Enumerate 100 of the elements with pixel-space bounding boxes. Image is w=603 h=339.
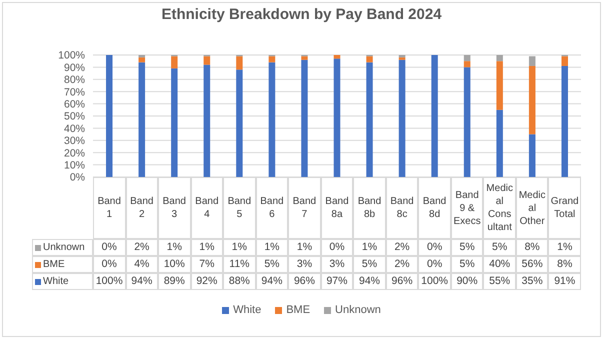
data-label: 1%: [256, 239, 288, 256]
y-tick-label: 40%: [64, 122, 85, 135]
x-tick-label: Band 8b: [353, 177, 386, 239]
data-label: 2%: [386, 239, 418, 256]
bar: [398, 60, 406, 177]
data-label: 5%: [450, 256, 484, 273]
y-tick-label: 50%: [64, 110, 85, 123]
y-tick-label: 10%: [64, 160, 85, 172]
bar: [366, 62, 373, 177]
bar: [236, 56, 243, 70]
x-tick-label: Band 1: [93, 177, 126, 239]
data-label: 5%: [450, 239, 484, 256]
bar: [366, 56, 373, 62]
data-label: 0%: [93, 256, 126, 273]
data-label: 100%: [418, 273, 451, 290]
data-label: 0%: [93, 239, 126, 256]
data-label: 1%: [223, 239, 256, 256]
bar: [496, 55, 503, 62]
text: Unknown: [335, 304, 381, 316]
bar: [496, 61, 503, 110]
y-tick-label: 80%: [64, 74, 85, 86]
data-label: 94%: [256, 273, 288, 290]
bar: [301, 60, 308, 177]
bar: [106, 55, 113, 177]
legend-label: BME: [43, 259, 65, 270]
chart-title: Ethnicity Breakdown by Pay Band 2024: [160, 6, 443, 23]
y-tick-label: 90%: [64, 62, 85, 74]
data-label: 94%: [126, 273, 158, 290]
bar: [431, 55, 438, 177]
data-label: 56%: [516, 256, 548, 273]
bar: [561, 56, 568, 66]
data-label: 10%: [158, 256, 191, 273]
data-label: 3%: [320, 256, 354, 273]
bar: [204, 64, 210, 177]
bar: [464, 67, 470, 177]
data-label: 96%: [288, 273, 321, 290]
y-tick-label: 30%: [64, 135, 85, 148]
bar: [528, 66, 536, 134]
x-tick-label: Grand Total: [548, 177, 581, 239]
x-tick-label: Band 8d: [418, 177, 451, 239]
data-label: 100%: [93, 273, 126, 290]
data-label: 92%: [190, 273, 224, 290]
data-label: 1%: [353, 239, 386, 256]
legend-label: Unknown: [43, 242, 85, 253]
bar: [528, 56, 536, 66]
y-tick-label: 60%: [64, 98, 85, 111]
data-label: 96%: [386, 273, 418, 290]
bar: [268, 62, 276, 177]
bar: [398, 57, 406, 60]
y-tick-label: 0%: [70, 172, 85, 184]
y-tick-label: 100%: [58, 50, 85, 62]
bar: [334, 58, 340, 177]
text: White: [233, 304, 262, 316]
data-label: 55%: [483, 273, 516, 290]
data-label: 8%: [516, 239, 548, 256]
bar: [528, 134, 536, 177]
x-tick-label: Band 6: [256, 177, 288, 239]
x-tick-label: Band 7: [288, 177, 321, 239]
bar: [301, 56, 308, 60]
bar: [171, 56, 178, 68]
x-tick-label: Band 4: [190, 177, 224, 239]
data-label: 94%: [353, 273, 386, 290]
data-label: 91%: [548, 273, 581, 290]
data-label: 40%: [483, 256, 516, 273]
y-tick-label: 70%: [64, 86, 85, 98]
data-label: 4%: [126, 256, 158, 273]
bar: [268, 56, 276, 62]
x-tick-label: Band 5: [223, 177, 256, 239]
data-label: 2%: [126, 239, 158, 256]
bar: [464, 61, 470, 68]
x-tick-label: Band 8c: [386, 177, 418, 239]
data-label: 5%: [353, 256, 386, 273]
data-label: 5%: [483, 239, 516, 256]
data-label: 8%: [548, 256, 581, 273]
data-label: 35%: [516, 273, 548, 290]
bar: [496, 110, 503, 177]
data-label: 1%: [548, 239, 581, 256]
data-label: 97%: [320, 273, 354, 290]
bar: [204, 56, 210, 65]
data-label: 90%: [450, 273, 484, 290]
y-tick-label: 20%: [64, 147, 85, 160]
x-tick-label: Band 2: [126, 177, 158, 239]
x-tick-label: Medical Consultant: [483, 177, 516, 239]
text: BME: [286, 304, 310, 316]
bar: [334, 55, 340, 59]
bar: [138, 57, 146, 62]
data-label: 0%: [320, 239, 354, 256]
x-tick-label: Band 9 & Execs: [450, 177, 484, 239]
data-label: 3%: [288, 256, 321, 273]
bar: [236, 70, 243, 177]
bar: [138, 62, 146, 177]
data-label: 88%: [223, 273, 256, 290]
data-label: 2%: [386, 256, 418, 273]
x-tick-label: Band 8a: [320, 177, 354, 239]
data-label: 0%: [418, 256, 451, 273]
legend-label: White: [43, 276, 69, 287]
data-label: 0%: [418, 239, 451, 256]
data-label: 5%: [256, 256, 288, 273]
data-label: 89%: [158, 273, 191, 290]
data-label: 1%: [190, 239, 224, 256]
